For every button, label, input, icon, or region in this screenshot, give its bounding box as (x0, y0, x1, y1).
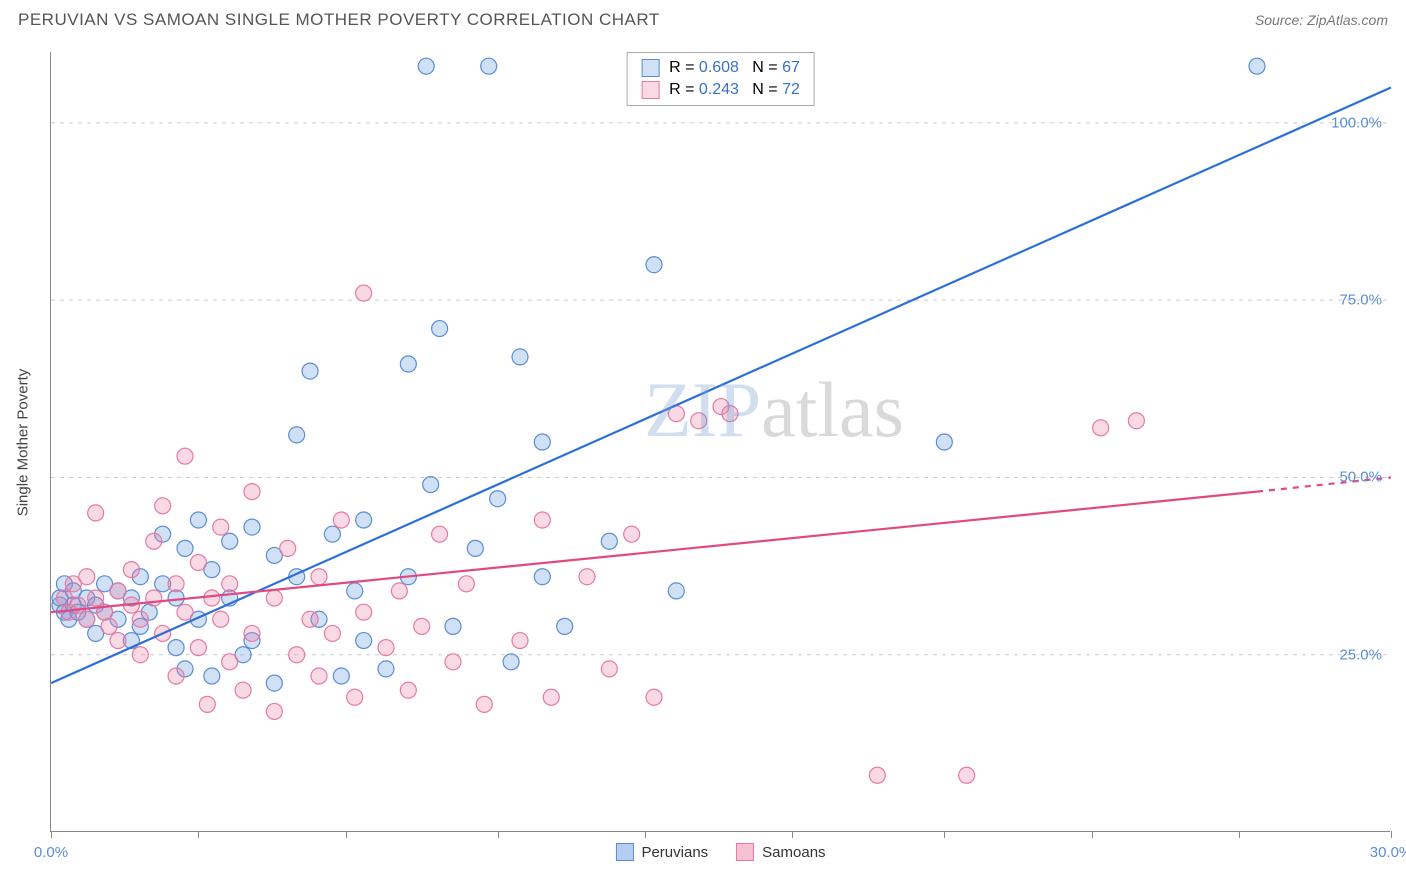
scatter-svg (51, 52, 1390, 831)
swatch-peruvians-icon (615, 843, 633, 861)
y-tick-label: 50.0% (1339, 469, 1382, 486)
y-tick-label: 25.0% (1339, 646, 1382, 663)
legend-row-samoans: R = 0.243 N = 72 (641, 79, 800, 101)
chart-plot-area: ZIPatlas R = 0.608 N = 67 R = 0.243 N = … (50, 52, 1390, 832)
series-legend: Peruvians Samoans (615, 843, 825, 861)
x-tick-label: 0.0% (34, 844, 68, 861)
swatch-samoans (641, 81, 659, 99)
x-tick-label: 30.0% (1370, 844, 1406, 861)
y-axis-label: Single Mother Poverty (15, 368, 32, 516)
swatch-samoans-icon (736, 843, 754, 861)
swatch-peruvians (641, 59, 659, 77)
chart-source: Source: ZipAtlas.com (1255, 12, 1388, 28)
legend-item-samoans: Samoans (736, 843, 825, 861)
chart-title: PERUVIAN VS SAMOAN SINGLE MOTHER POVERTY… (18, 10, 660, 30)
legend-row-peruvians: R = 0.608 N = 67 (641, 57, 800, 79)
correlation-legend: R = 0.608 N = 67 R = 0.243 N = 72 (626, 52, 815, 106)
legend-item-peruvians: Peruvians (615, 843, 708, 861)
y-tick-label: 100.0% (1331, 114, 1382, 131)
y-tick-label: 75.0% (1339, 292, 1382, 309)
